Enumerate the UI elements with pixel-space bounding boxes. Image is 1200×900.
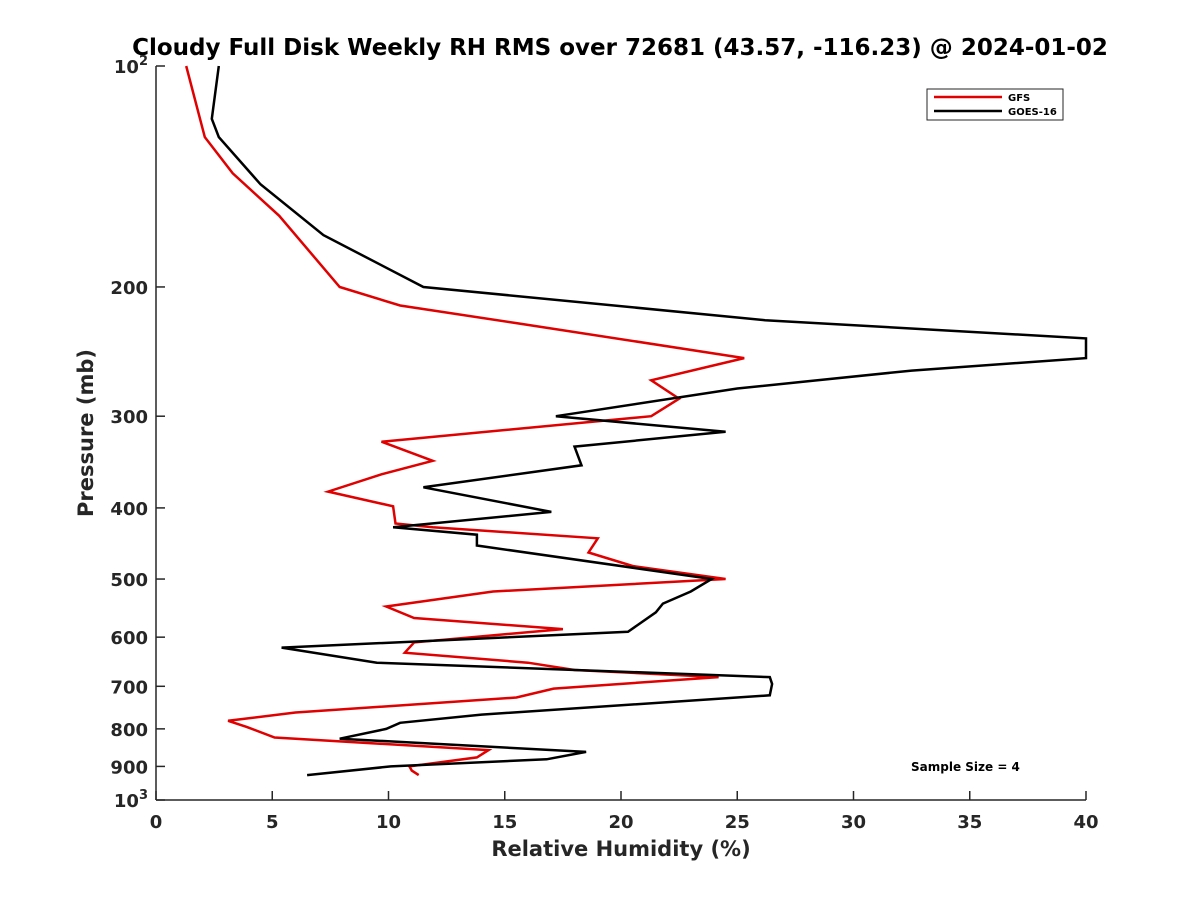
series-layer [184, 65, 1088, 777]
x-tick-label: 25 [725, 812, 750, 833]
x-tick-label: 10 [376, 812, 401, 833]
x-tick-label: 30 [841, 812, 866, 833]
y-tick-label: 400 [110, 499, 148, 520]
legend-box [926, 88, 1064, 121]
x-tick-label: 5 [266, 812, 279, 833]
y-tick-label: 900 [110, 757, 148, 778]
x-axis-label: Relative Humidity (%) [491, 837, 750, 861]
y-tick-label: 800 [110, 720, 148, 741]
y-tick-label: 103 [114, 788, 148, 812]
legend-label-goes-16: GOES-16 [1008, 107, 1057, 118]
legend: GFS GOES-16 [926, 88, 1064, 121]
y-tick-label: 200 [110, 278, 148, 299]
y-tick-label: 102 [114, 54, 148, 78]
plot-area [156, 66, 1086, 800]
y-tick-label: 500 [110, 570, 148, 591]
x-tick-label: 40 [1073, 812, 1098, 833]
x-tick-label: 15 [492, 812, 517, 833]
y-tick-label: 300 [110, 407, 148, 428]
series-line-gfs [184, 65, 745, 777]
y-tick-label: 600 [110, 628, 148, 649]
x-tick-label: 35 [957, 812, 982, 833]
y-axis-label: Pressure (mb) [74, 349, 98, 517]
x-tick-label: 20 [608, 812, 633, 833]
x-tick-label: 0 [150, 812, 163, 833]
series-line-goes-16 [210, 65, 1088, 777]
y-tick-label: 700 [110, 677, 148, 698]
legend-label-gfs: GFS [1008, 93, 1030, 104]
chart-title: Cloudy Full Disk Weekly RH RMS over 7268… [132, 35, 1108, 61]
ticks-layer: 0 5 10 15 20 25 30 35 40 102 200 300 400 500 600 700 800… [110, 54, 1098, 833]
sample-size-annotation: Sample Size = 4 [911, 760, 1020, 774]
